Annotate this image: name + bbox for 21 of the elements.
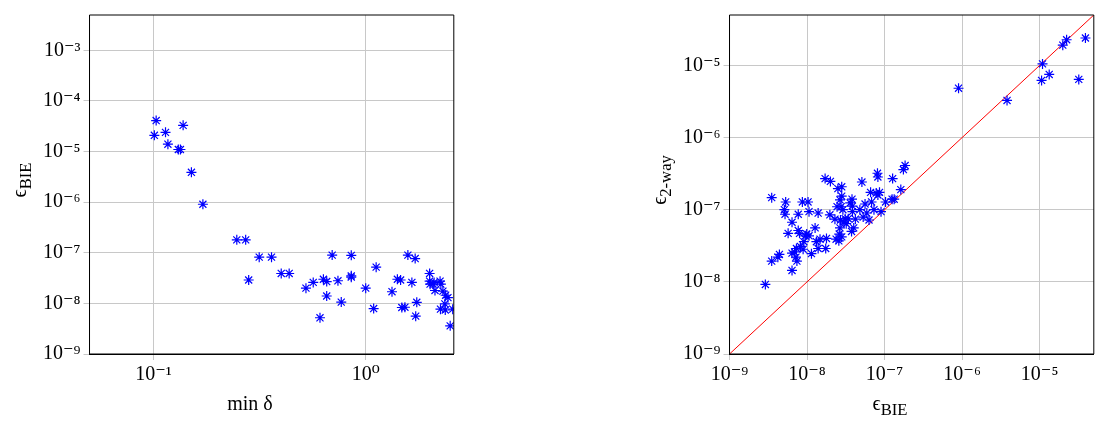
x-tick-label: 10⁻¹ — [135, 362, 172, 385]
y-tick-label: 10⁻³ — [43, 37, 81, 60]
x-tick-label: 10⁻⁹ — [710, 362, 749, 385]
y-tick-label: 10⁻⁷ — [683, 196, 721, 219]
y-tick-label: 10⁻⁸ — [683, 269, 721, 292]
y-tick-label: 10⁻⁵ — [43, 138, 81, 161]
x-tick-label: 10⁻⁵ — [1020, 362, 1059, 385]
y-tick-label: 10⁻⁹ — [43, 341, 81, 364]
y-tick-label: 10⁻⁶ — [683, 124, 721, 147]
y-tick-label: 10⁻⁵ — [683, 52, 721, 75]
x-axis-title: min δ — [226, 392, 274, 415]
x-tick-label: 10⁰ — [351, 362, 380, 385]
y-tick-label: 10⁻⁴ — [43, 88, 81, 111]
y-tick-label: 10⁻⁸ — [43, 290, 81, 313]
y-tick-label: 10⁻⁹ — [683, 341, 721, 364]
x-tick-label: 10⁻⁷ — [865, 362, 904, 385]
y-tick-label: 10⁻⁶ — [43, 189, 81, 212]
x-axis-title: ϵ$_{BIE}$ — [871, 392, 909, 420]
y-tick-label: 10⁻⁷ — [43, 240, 81, 263]
x-tick-label: 10⁻⁶ — [943, 362, 981, 385]
x-tick-label: 10⁻⁸ — [788, 362, 826, 385]
